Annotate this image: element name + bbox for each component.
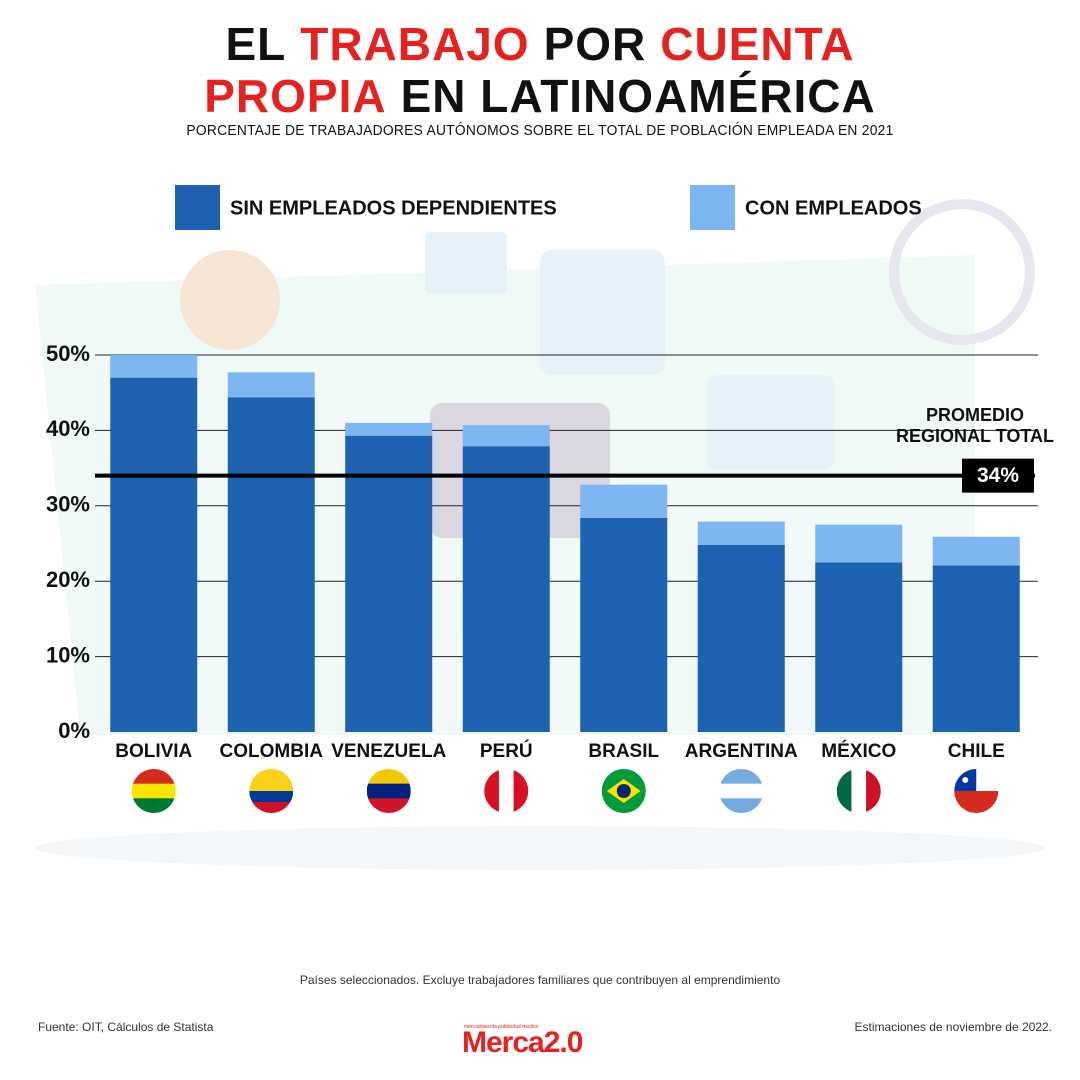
flag-stripe [498,769,515,813]
y-tick-label: 30% [46,492,90,517]
flag [601,769,646,813]
y-tick-label: 50% [46,341,90,366]
flag-stripe [866,769,881,813]
bar-segment [462,446,550,732]
bar-segment [815,562,903,732]
flag [131,769,176,813]
bar-segment [580,517,668,732]
reference-label-box [962,458,1034,493]
bar-segment [345,422,433,436]
reference-text: REGIONAL TOTAL [896,426,1054,446]
flag-stripe [719,783,764,799]
title: EL TRABAJO POR CUENTA PROPIA EN LATINOAMÉRICA [0,18,1080,122]
flag-stripe [513,769,529,813]
flag-stripe [131,783,176,799]
flag-stripe [954,791,999,813]
flag-stripe [249,769,294,781]
flag-stripe [851,769,867,813]
bar-segment [580,484,668,518]
title-line: PROPIA EN LATINOAMÉRICA [0,70,1080,122]
title-word: CUENTA [660,18,855,70]
flag-stripe [249,780,294,792]
bar-segment [345,435,433,732]
legend-swatch [175,185,220,230]
title-line: EL TRABAJO POR CUENTA [0,18,1080,70]
bar-segment [462,425,550,447]
legend-swatch [690,185,735,230]
x-tick-label: PERÚ [480,740,533,762]
title-word: POR [543,18,647,70]
y-tick-label: 40% [46,416,90,441]
bar-segment [697,521,785,546]
flag [484,769,529,813]
x-tick-label: CHILE [948,741,1005,762]
legend-label: CON EMPLEADOS [745,197,922,219]
title-word: TRABAJO [300,18,530,70]
x-tick-label: BRASIL [588,741,659,762]
flag-shape [962,777,969,783]
bar-segment [110,355,198,378]
bar-segment [110,377,198,732]
bar-segment [932,536,1020,566]
flag-stripe [836,769,852,813]
bar-segment [697,545,785,732]
reference-text: PROMEDIO [926,405,1024,425]
flag-stripe [484,769,500,813]
y-tick-label: 0% [58,718,90,743]
flag-stripe [131,769,176,785]
flag-stripe [366,798,411,813]
flag-stripe [131,798,176,813]
y-tick-label: 10% [46,642,90,667]
flag-stripe [719,769,764,785]
subtitle: PORCENTAJE DE TRABAJADORES AUTÓNOMOS SOB… [186,122,894,139]
bar-segment [815,524,903,563]
flag [719,769,764,813]
flag [954,769,999,813]
title-word: EL [225,18,287,70]
bar-segment [227,372,315,398]
x-tick-label: ARGENTINA [685,741,798,762]
flag-stripe [249,791,294,803]
legend-label: SIN EMPLEADOS DEPENDIENTES [230,197,557,219]
flag [836,769,881,813]
note: Países seleccionados. Excluye trabajador… [299,973,781,987]
flag-stripe [249,802,294,813]
bar-segment [932,565,1020,732]
reference-label: 34% [977,464,1019,487]
y-tick-label: 20% [46,567,90,592]
bar-segment [227,397,315,732]
title-word: EN LATINOAMÉRICA [400,70,876,122]
date-note: Estimaciones de noviembre de 2022. [854,1020,1052,1034]
flag-stripe [366,783,411,799]
flag-shape [616,784,631,798]
flag-stripe [366,769,411,785]
flag-stripe [719,798,764,813]
x-tick-label: COLOMBIA [220,741,324,762]
title-word: PROPIA [204,70,387,122]
flag [249,769,294,813]
x-tick-label: BOLIVIA [115,741,192,762]
x-tick-label: MÉXICO [821,740,896,762]
source: Fuente: OIT, Cálculos de Statista [38,1020,214,1034]
x-tick-label: VENEZUELA [331,741,446,762]
flag [366,769,411,813]
logo: Merca2.0 [462,1026,583,1059]
logo-tagline: mercadotecnia publicidad medios [464,1024,539,1030]
